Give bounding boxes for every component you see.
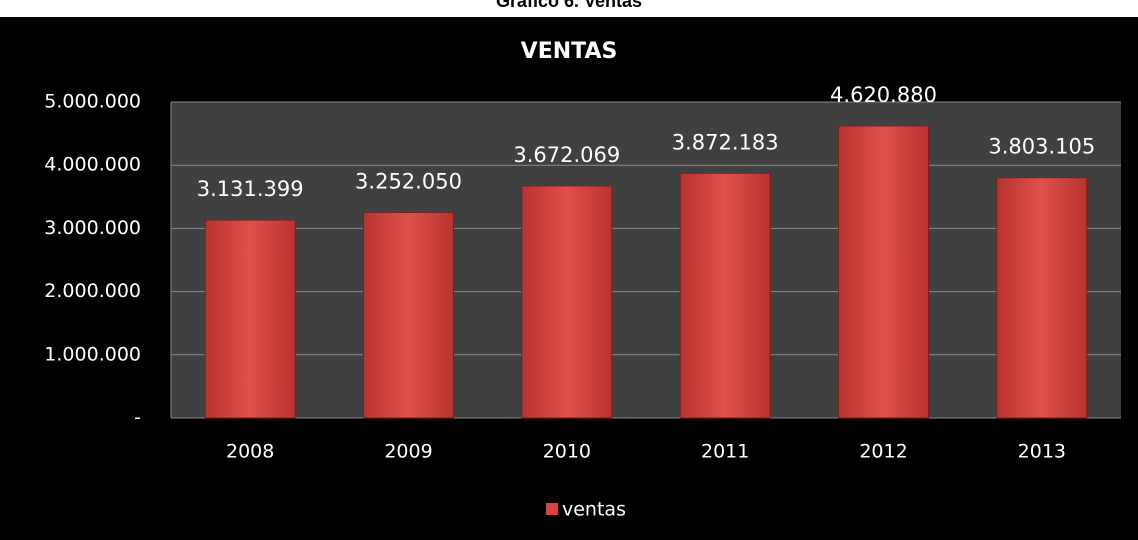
x-tick-label: 2008 — [226, 441, 274, 463]
bar — [679, 172, 771, 419]
bar — [363, 211, 454, 419]
data-label: 3.872.183 — [672, 130, 779, 154]
y-tick-label: 4.000.000 — [44, 154, 141, 176]
data-label: 3.803.105 — [988, 135, 1095, 159]
legend-label: ventas — [562, 499, 626, 521]
bar — [838, 125, 929, 419]
bar — [996, 177, 1088, 419]
bar — [204, 219, 296, 419]
data-label: 3.131.399 — [197, 177, 304, 201]
x-tick-label: 2012 — [859, 441, 907, 463]
x-tick-label: 2013 — [1018, 441, 1066, 463]
data-label: 3.672.069 — [513, 143, 620, 167]
x-tick-label: 2011 — [701, 441, 749, 463]
chart-title: VENTAS — [521, 39, 618, 64]
bar — [521, 185, 613, 419]
y-tick-label: 2.000.000 — [44, 280, 141, 302]
y-tick-label: - — [134, 407, 141, 429]
x-tick-label: 2010 — [543, 441, 591, 463]
x-tick-label: 2009 — [384, 441, 432, 463]
y-tick-label: 5.000.000 — [44, 91, 141, 113]
y-tick-label: 1.000.000 — [44, 343, 141, 365]
figure-caption: Gráfico 6. Ventas — [496, 0, 642, 11]
legend-swatch — [546, 503, 558, 515]
y-tick-label: 3.000.000 — [44, 217, 141, 239]
plot-area — [171, 102, 1121, 418]
data-label: 4.620.880 — [830, 83, 937, 107]
data-label: 3.252.050 — [355, 169, 462, 193]
